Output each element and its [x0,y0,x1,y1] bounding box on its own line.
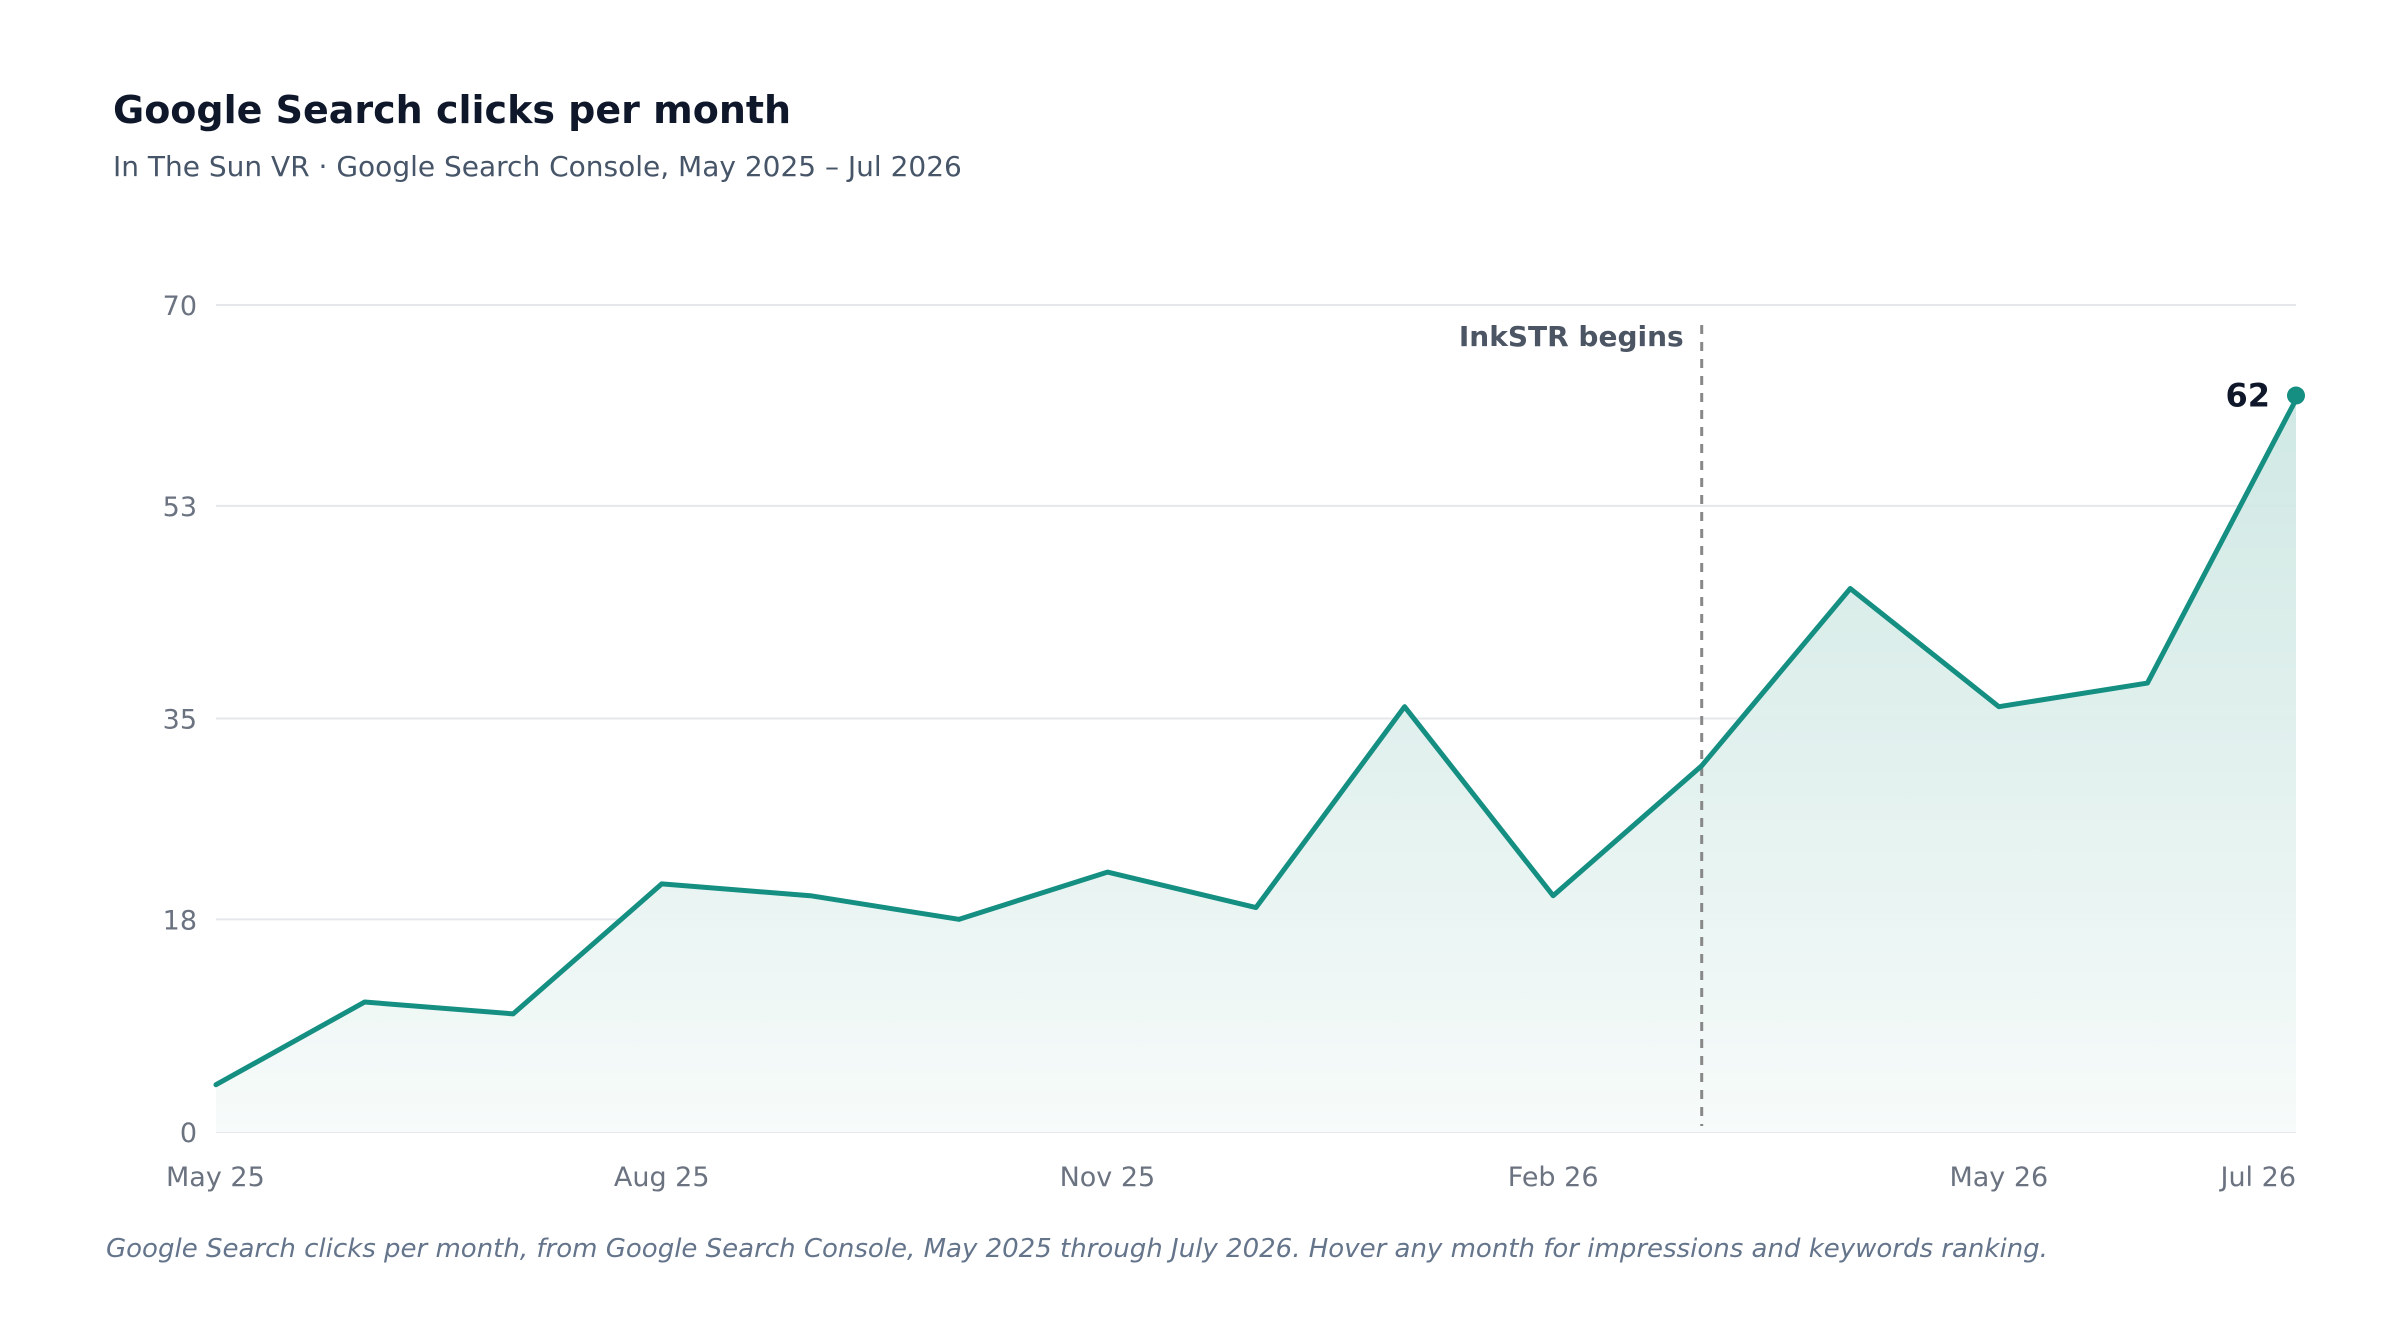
x-tick-label: May 26 [1949,1162,2048,1193]
annotation-label: InkSTR begins [1459,320,1684,353]
series-line-path [213,397,2299,1088]
x-tick-label: Feb 26 [1508,1162,1599,1193]
y-tick-label: 0 [180,1118,197,1149]
x-tick-label: May 25 [166,1162,265,1193]
series-line [213,397,2299,1088]
x-tick-label: Jul 26 [2218,1162,2296,1193]
annotation: InkSTR begins [1459,320,1704,1126]
x-tick-label: Aug 25 [614,1162,710,1193]
endpoint[interactable]: 62 [2225,377,2305,415]
y-tick-label: 18 [163,905,197,936]
y-tick-label: 35 [163,705,197,736]
y-axis-ticks: 0 18 35 53 70 [163,291,197,1149]
x-tick-label: Nov 25 [1060,1162,1156,1193]
chart-subtitle: In The Sun VR · Google Search Console, M… [113,150,962,183]
endpoint-marker[interactable] [2287,386,2305,405]
area-path [216,399,2296,1132]
area-fill [216,399,2296,1132]
y-tick-label: 53 [163,492,197,523]
x-axis-ticks: May 25 Aug 25 Nov 25 Feb 26 May 26 Jul 26 [166,1162,2296,1193]
chart-title: Google Search clicks per month [113,88,792,132]
y-tick-label: 70 [163,291,197,322]
chart-caption: Google Search clicks per month, from Goo… [106,1234,2048,1264]
endpoint-value-label: 62 [2225,377,2270,415]
